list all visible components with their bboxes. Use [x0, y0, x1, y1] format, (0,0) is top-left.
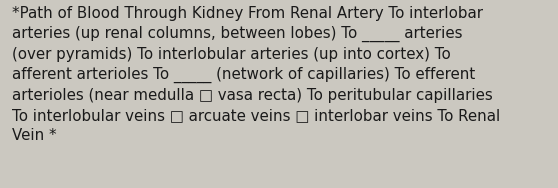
Text: *Path of Blood Through Kidney From Renal Artery To interlobar
arteries (up renal: *Path of Blood Through Kidney From Renal… [12, 6, 501, 143]
